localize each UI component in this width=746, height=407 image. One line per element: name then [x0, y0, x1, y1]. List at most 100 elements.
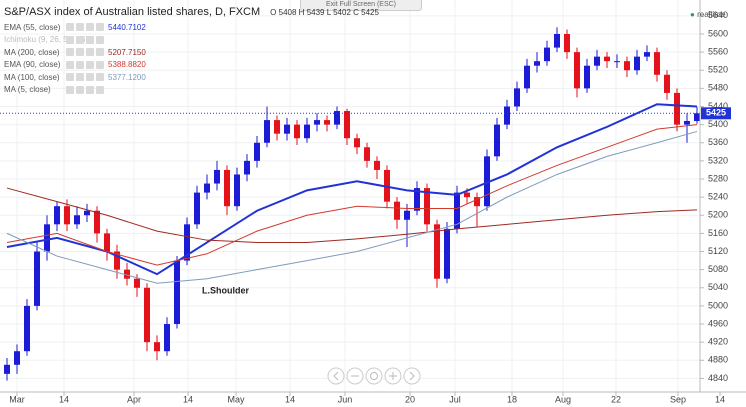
indicator-row: EMA (90, close) 5388.8820 [4, 59, 379, 72]
candle-body [324, 120, 330, 125]
indicator-line [6, 187, 698, 243]
candle-body [104, 233, 110, 252]
candle-body [44, 224, 50, 252]
last-price-box [701, 107, 731, 120]
icon-button[interactable] [76, 85, 84, 94]
x-tick-label: 18 [507, 394, 517, 404]
candle-body [654, 52, 660, 75]
candle-body [344, 111, 350, 139]
candle-body [394, 201, 400, 220]
candle-body [634, 56, 640, 71]
realtime-status: ● realtime [690, 10, 726, 19]
status-dot: ● [690, 10, 695, 19]
indicator-list: EMA (55, close) 5440.7102 Ichimoku (9, 26,… [4, 21, 379, 96]
candle-body [484, 156, 490, 207]
icon-button[interactable] [76, 23, 84, 32]
candle-body [404, 210, 410, 220]
ohlc-letter: O [270, 7, 277, 17]
x-tick-label: Sep [670, 394, 686, 404]
indicator-name: MA (200, close) [4, 47, 60, 57]
indicator-row: Ichimoku (9, 26, 52, 26) [4, 34, 379, 47]
ohlc-value: 5402 [333, 7, 351, 17]
indicator-row: MA (5, close) [4, 84, 379, 97]
icon-button[interactable] [86, 23, 94, 32]
icon-button[interactable] [66, 35, 74, 44]
candle-body [204, 183, 210, 193]
icon-button[interactable] [96, 73, 104, 82]
y-tick-label: 5320 [708, 155, 728, 165]
candle-body [414, 188, 420, 211]
y-tick-label: 4960 [708, 318, 728, 328]
indicator-line [6, 130, 698, 284]
indicator-name: MA (5, close) [4, 85, 51, 95]
y-tick-label: 5640 [708, 10, 728, 20]
candle-body [34, 251, 40, 306]
icon-button[interactable] [86, 60, 94, 69]
icon-button[interactable] [66, 48, 74, 57]
indicator-name: MA (100, close) [4, 72, 60, 82]
y-tick-label: 5080 [708, 264, 728, 274]
x-tick-label: 20 [405, 394, 415, 404]
candle-body [474, 197, 480, 207]
status-text: realtime [697, 10, 726, 19]
icon-button[interactable] [96, 85, 104, 94]
ohlc-value: 5408 [278, 7, 297, 17]
icon-button[interactable] [96, 60, 104, 69]
icon-button[interactable] [96, 35, 104, 44]
candle-body [174, 260, 180, 325]
icon-button[interactable] [76, 60, 84, 69]
y-tick-label: 4920 [708, 337, 728, 347]
icon-button[interactable] [66, 60, 74, 69]
icon-button[interactable] [86, 35, 94, 44]
candle-body [164, 324, 170, 352]
candle-body [434, 224, 440, 279]
candle-body [444, 228, 450, 279]
indicator-line [6, 103, 698, 276]
icon-button[interactable] [96, 48, 104, 57]
candle-body [274, 120, 280, 134]
icon-button[interactable] [66, 85, 74, 94]
indicator-value: 5207.7150 [108, 47, 146, 57]
annotation: L.Shoulder [202, 285, 249, 295]
fullscreen-hint[interactable]: Exit Full Screen (ESC) [300, 0, 422, 11]
indicator-row: MA (200, close) 5207.7150 [4, 46, 379, 59]
indicator-line [6, 124, 698, 266]
y-tick-label: 5360 [708, 137, 728, 147]
icon-button[interactable] [86, 73, 94, 82]
candle-body [514, 88, 520, 107]
reset-button[interactable] [365, 367, 383, 385]
y-tick-label: 4840 [708, 373, 728, 383]
icon-button[interactable] [86, 48, 94, 57]
icon-button[interactable] [76, 73, 84, 82]
ohlc-value: 5439 [306, 7, 325, 17]
candle-body [364, 147, 370, 161]
icon-button[interactable] [66, 73, 74, 82]
candle-body [284, 124, 290, 134]
scroll-left-button[interactable] [327, 367, 345, 385]
y-tick-label: 5120 [708, 246, 728, 256]
icon-button[interactable] [76, 48, 84, 57]
indicator-value: 5377.1200 [108, 72, 146, 82]
candle-body [554, 33, 560, 48]
indicator-name: EMA (55, close) [4, 22, 61, 32]
icon-button[interactable] [66, 23, 74, 32]
candle-body [574, 52, 580, 89]
y-tick-label: 5560 [708, 46, 728, 56]
candle-body [524, 65, 530, 89]
candle-body [534, 61, 540, 66]
icon-button[interactable] [86, 85, 94, 94]
zoom-controls[interactable] [327, 367, 421, 385]
icon [333, 371, 339, 381]
scroll-right-button[interactable] [403, 367, 421, 385]
candle-body [464, 192, 470, 198]
legend-header: S&P/ASX index of Australian listed share… [4, 6, 379, 18]
icon-button[interactable] [96, 23, 104, 32]
candle-body [664, 74, 670, 93]
candle-body [114, 251, 120, 270]
icon-button[interactable] [76, 35, 84, 44]
y-tick-label: 5000 [708, 300, 728, 310]
candle-body [604, 56, 610, 62]
y-tick-label: 5480 [708, 83, 728, 93]
candle-body [294, 124, 300, 139]
ohlc-readout: O 5408 H 5439 L 5402 C 5425 [270, 8, 379, 17]
